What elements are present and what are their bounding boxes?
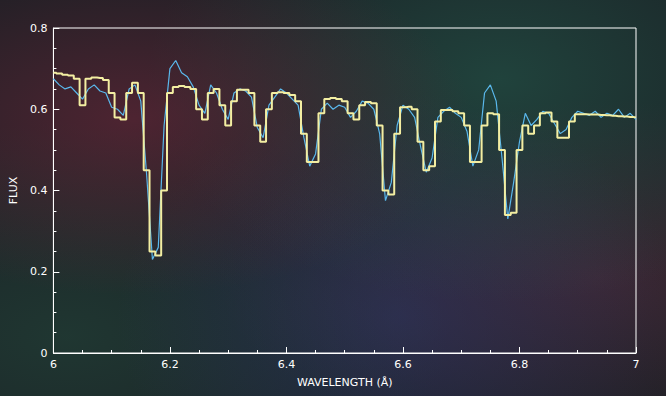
- svg-text:7: 7: [633, 358, 640, 371]
- svg-text:6.6: 6.6: [394, 358, 412, 371]
- svg-text:6: 6: [50, 358, 57, 371]
- svg-text:0.2: 0.2: [30, 265, 48, 278]
- svg-text:0: 0: [40, 347, 47, 360]
- svg-text:0.8: 0.8: [30, 22, 48, 35]
- svg-text:6.4: 6.4: [278, 358, 296, 371]
- svg-text:6.2: 6.2: [161, 358, 179, 371]
- svg-text:0.6: 0.6: [30, 103, 48, 116]
- svg-text:0.4: 0.4: [30, 184, 48, 197]
- svg-text:FLUX: FLUX: [7, 176, 20, 204]
- svg-text:WAVELENGTH (Å): WAVELENGTH (Å): [297, 376, 393, 389]
- svg-text:6.8: 6.8: [511, 358, 529, 371]
